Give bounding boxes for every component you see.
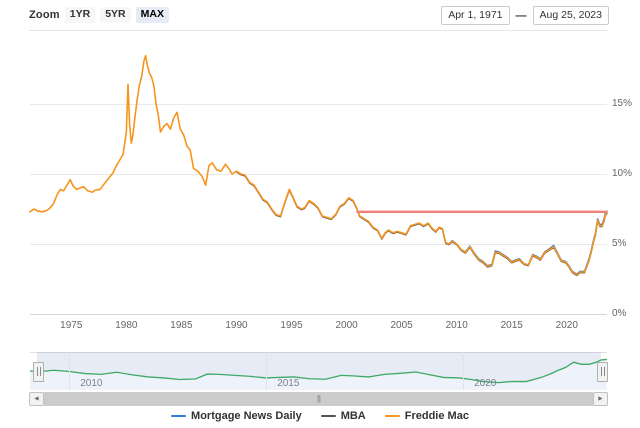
scroll-grip-icon: ||| xyxy=(316,394,321,403)
range-start-input[interactable]: Apr 1, 1971 xyxy=(441,6,510,25)
legend-label: Freddie Mac xyxy=(404,410,469,422)
legend-swatch xyxy=(320,415,336,417)
y-tick-label: 5% xyxy=(612,238,627,249)
scroll-left-arrow-icon: ◄ xyxy=(33,395,40,403)
navigator-x-label: 2015 xyxy=(277,378,300,389)
gridline-5% xyxy=(30,244,607,245)
navigator-series xyxy=(30,358,607,390)
legend-item-mba[interactable]: MBA xyxy=(320,410,366,422)
navigator-line xyxy=(30,358,607,384)
plot-area xyxy=(29,41,608,315)
x-tick-label: 2020 xyxy=(555,320,578,331)
legend-label: MBA xyxy=(340,410,366,422)
x-tick-label: 1995 xyxy=(280,320,303,331)
x-tick-label: 2000 xyxy=(335,320,358,331)
x-tick-label: 2015 xyxy=(500,320,523,331)
gridline-15% xyxy=(30,104,607,105)
navigator-x-label: 2020 xyxy=(474,378,497,389)
range-separator: — xyxy=(515,9,527,22)
navigator-area xyxy=(30,359,607,390)
navigator-gridline xyxy=(463,352,465,390)
series-layer xyxy=(29,54,608,277)
zoom-button-5yr[interactable]: 5YR xyxy=(100,7,131,23)
navigator-scrollbar[interactable]: ◄ ||| ► xyxy=(29,392,608,406)
zoom-button-1yr[interactable]: 1YR xyxy=(64,7,96,23)
scroll-left-button[interactable]: ◄ xyxy=(29,392,44,406)
x-tick-label: 2005 xyxy=(390,320,413,331)
x-tick-label: 1975 xyxy=(60,320,83,331)
date-range-group: Apr 1, 1971 — Aug 25, 2023 xyxy=(441,6,609,25)
scroll-track[interactable]: ||| xyxy=(44,392,593,406)
gridline-0% xyxy=(30,314,607,315)
navigator-handle-left[interactable] xyxy=(33,362,44,382)
series-line-freddie-mac xyxy=(29,54,608,276)
navigator-x-label: 2010 xyxy=(80,378,103,389)
x-tick-label: 1990 xyxy=(225,320,248,331)
zoom-button-max[interactable]: MAX xyxy=(135,7,169,23)
legend-label: Mortgage News Daily xyxy=(191,410,302,422)
legend-item-freddie-mac[interactable]: Freddie Mac xyxy=(384,410,469,422)
navigator-gridline xyxy=(69,352,71,390)
legend-swatch xyxy=(384,415,400,417)
y-tick-label: 10% xyxy=(612,168,633,179)
gridline-10% xyxy=(30,174,607,175)
legend-swatch xyxy=(171,415,187,417)
navigator-handle-right[interactable] xyxy=(597,362,608,382)
chart-toolbar: Zoom 1YR 5YR MAX Apr 1, 1971 — Aug 25, 2… xyxy=(0,0,640,31)
zoom-label: Zoom xyxy=(29,9,60,21)
x-tick-label: 1985 xyxy=(170,320,193,331)
legend-item-mortgage-news-daily[interactable]: Mortgage News Daily xyxy=(171,410,302,422)
range-end-input[interactable]: Aug 25, 2023 xyxy=(532,6,609,25)
navigator-gridline xyxy=(266,352,268,390)
y-tick-label: 0% xyxy=(612,308,627,319)
x-tick-label: 2010 xyxy=(445,320,468,331)
x-tick-label: 1980 xyxy=(115,320,138,331)
navigator[interactable]: 2010 2015 2020 xyxy=(30,352,608,391)
zoom-control-group: Zoom 1YR 5YR MAX xyxy=(29,7,169,23)
scroll-right-button[interactable]: ► xyxy=(593,392,608,406)
y-tick-label: 15% xyxy=(612,98,633,109)
scroll-right-arrow-icon: ► xyxy=(597,395,604,403)
main-chart: 0% 5% 10% 15% 1975 1980 1985 1990 1995 2000 2005 2… xyxy=(0,32,640,338)
toolbar-divider xyxy=(29,30,607,31)
chart-legend: Mortgage News Daily MBA Freddie Mac xyxy=(0,410,640,422)
